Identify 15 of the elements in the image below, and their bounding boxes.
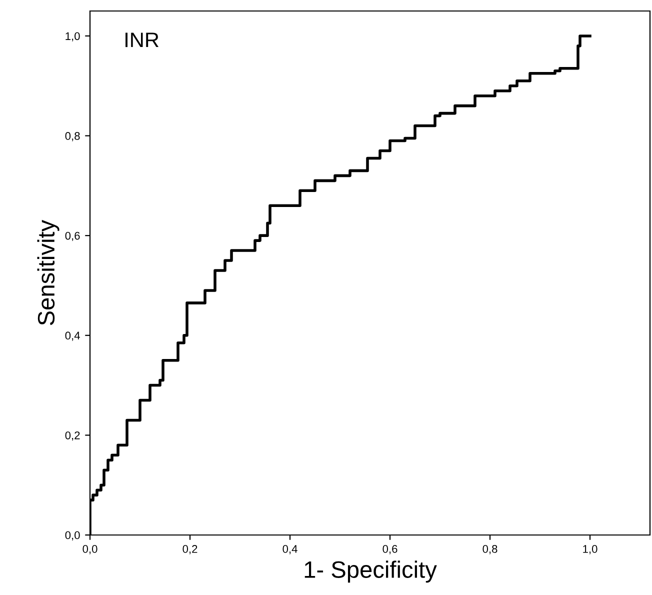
x-tick-label: 0,4	[282, 545, 298, 554]
x-axis-title: 1- Specificity	[304, 560, 437, 583]
x-tick-label: 0,6	[382, 545, 398, 554]
y-tick-label: 1,0	[66, 32, 80, 42]
x-tick-label: 0,8	[482, 545, 498, 554]
y-tick-label: 0,2	[65, 431, 80, 441]
annotation: INR	[126, 32, 159, 48]
y-tick-label: 0,6	[65, 232, 80, 242]
y-tick-label: 0,0	[65, 531, 80, 540]
y-tick-label: 0,4	[65, 332, 80, 341]
x-tick-label: 0,2	[182, 545, 198, 554]
y-axis-title: Sensitivity	[37, 220, 60, 326]
x-tick-label: 1,0	[583, 545, 598, 554]
y-tick-label: 0,8	[65, 132, 80, 142]
x-tick-label: 0,0	[82, 545, 98, 554]
